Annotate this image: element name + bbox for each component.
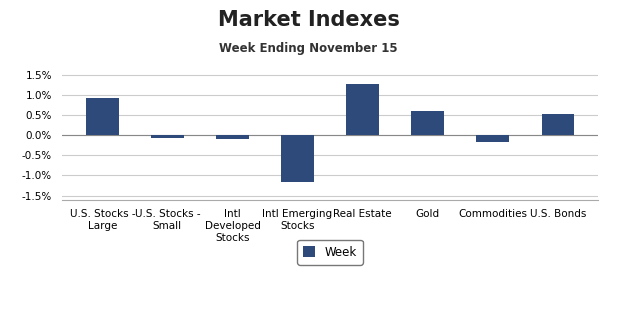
- Bar: [412, 111, 444, 135]
- Bar: [216, 135, 249, 139]
- Bar: [281, 135, 314, 182]
- Bar: [151, 135, 184, 138]
- Bar: [346, 84, 379, 135]
- Text: Week Ending November 15: Week Ending November 15: [219, 42, 398, 55]
- Text: Market Indexes: Market Indexes: [218, 10, 399, 30]
- Bar: [542, 114, 574, 135]
- Bar: [86, 98, 118, 135]
- Bar: [476, 135, 509, 143]
- Legend: Week: Week: [297, 240, 363, 265]
